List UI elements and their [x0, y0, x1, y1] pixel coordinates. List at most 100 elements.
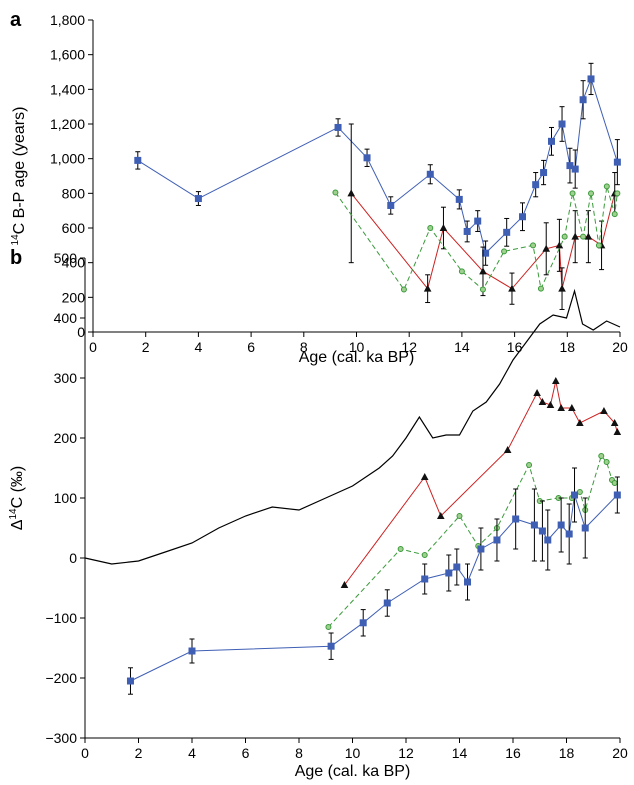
x-tick-label: 0 [81, 745, 89, 761]
data-point-triangle [542, 244, 551, 252]
data-point-triangle [439, 224, 448, 231]
series-line-red [344, 380, 618, 586]
x-tick-label: 2 [135, 745, 143, 761]
data-point-circle [427, 225, 434, 231]
x-tick-label: 12 [401, 339, 417, 355]
data-point-square [464, 578, 472, 586]
data-point-circle [537, 285, 544, 292]
data-point-triangle [552, 377, 560, 384]
data-point-circle [576, 489, 583, 495]
data-point-triangle [558, 284, 566, 292]
data-point-triangle [436, 512, 445, 519]
y-tick-label: 0 [77, 324, 85, 340]
data-point-circle [456, 513, 463, 519]
data-point-square [538, 527, 546, 535]
x-axis-label: Age (cal. ka BP) [299, 349, 415, 366]
data-point-triangle [557, 404, 565, 411]
y-label-main: C (‰) [9, 466, 26, 509]
data-point-square [512, 515, 520, 523]
data-point-square [558, 120, 566, 128]
data-point-triangle [479, 267, 487, 275]
y-tick-label: 1,800 [50, 12, 85, 28]
x-tick-label: 8 [300, 339, 308, 355]
data-point-circle [325, 624, 332, 630]
panel-label: a [10, 9, 22, 31]
x-tick-label: 8 [295, 745, 303, 761]
x-tick-label: 10 [345, 745, 361, 761]
data-point-triangle [420, 473, 429, 480]
x-tick-label: 16 [507, 339, 523, 355]
data-point-square [445, 569, 453, 577]
series-line-green [335, 186, 618, 291]
data-point-circle [598, 453, 605, 459]
data-point-triangle [576, 419, 584, 426]
data-point-square [387, 201, 395, 209]
data-point-square [194, 195, 202, 203]
data-point-square [540, 169, 548, 177]
x-tick-label: 4 [188, 745, 196, 761]
x-tick-label: 20 [612, 745, 628, 761]
data-point-triangle [423, 284, 432, 292]
data-point-square [383, 599, 391, 607]
data-point-square [613, 158, 621, 166]
data-point-square [579, 96, 587, 104]
data-point-square [359, 619, 367, 627]
data-point-circle [614, 190, 621, 197]
y-tick-label: 600 [62, 220, 86, 236]
data-point-triangle [538, 398, 547, 405]
y-tick-label: 1,200 [50, 116, 85, 132]
series-line-green [328, 454, 616, 628]
y-tick-label: 800 [62, 185, 86, 201]
y-tick-label: 1,400 [50, 81, 85, 97]
x-tick-label: 18 [559, 745, 575, 761]
data-point-square [503, 228, 511, 236]
data-point-circle [611, 211, 618, 218]
y-tick-label: 0 [69, 550, 77, 566]
data-point-circle [501, 248, 508, 255]
y-tick-label: −100 [45, 610, 77, 626]
data-point-square [566, 162, 574, 170]
data-point-square [565, 530, 573, 538]
data-point-square [474, 217, 482, 225]
data-point-square [571, 491, 579, 499]
x-tick-label: 2 [142, 339, 150, 355]
data-point-square [421, 575, 429, 583]
x-tick-label: 12 [398, 745, 414, 761]
x-tick-label: 10 [349, 339, 365, 355]
data-point-square [363, 154, 371, 162]
x-tick-label: 6 [247, 339, 255, 355]
y-tick-label: 1,000 [50, 151, 85, 167]
data-point-square [134, 156, 142, 164]
data-point-square [544, 536, 552, 544]
data-point-circle [588, 190, 595, 197]
y-tick-label: −200 [45, 670, 77, 686]
data-point-triangle [555, 241, 564, 249]
data-point-square [519, 213, 527, 221]
data-point-circle [569, 190, 576, 197]
y-tick-label: 200 [54, 430, 78, 446]
y-label-superscript: 14 [8, 508, 19, 520]
y-tick-label: 1,600 [50, 47, 85, 63]
data-point-triangle [503, 446, 512, 453]
data-point-square [493, 536, 501, 544]
data-point-triangle [568, 404, 576, 411]
data-point-triangle [347, 189, 356, 197]
data-point-square [571, 165, 579, 173]
y-tick-label: 100 [54, 490, 78, 506]
data-point-square [532, 181, 540, 189]
data-point-circle [400, 286, 407, 293]
x-axis-label: Age (cal. ka BP) [295, 763, 411, 780]
data-point-triangle [340, 581, 349, 588]
data-point-triangle [600, 407, 608, 414]
data-point-triangle [508, 284, 516, 292]
data-point-triangle [533, 389, 541, 396]
data-point-circle [526, 462, 533, 468]
y-label-superscript: 14 [10, 234, 21, 246]
y-tick-label: −300 [45, 730, 77, 746]
y-tick-label: 500 [54, 250, 78, 266]
data-point-triangle [546, 401, 555, 408]
data-point-square [334, 123, 342, 131]
y-tick-label: 400 [54, 310, 78, 326]
data-point-triangle [613, 428, 622, 435]
data-point-triangle [610, 419, 619, 426]
